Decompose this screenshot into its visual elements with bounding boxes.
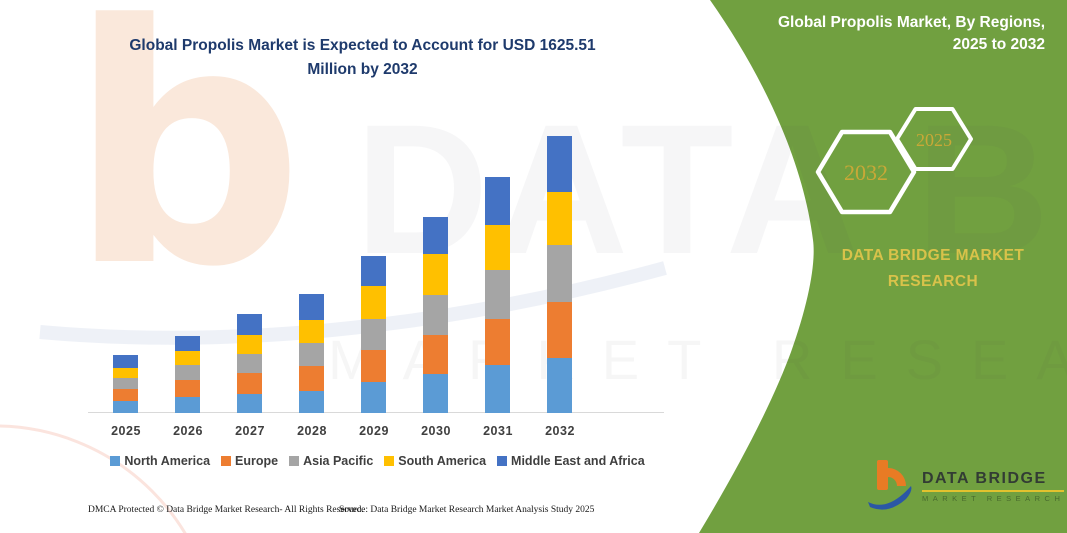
bar-2025 [113, 354, 138, 413]
segment-asia-pacific [485, 269, 510, 320]
segment-middle-east-and-africa [175, 336, 200, 352]
x-axis-label-2028: 2028 [297, 424, 327, 438]
logo-title: DATA BRIDGE [922, 470, 1065, 492]
watermark-text-secondary: MARKET RESEARCH [328, 328, 1067, 391]
segment-middle-east-and-africa [299, 294, 324, 320]
segment-north-america [547, 357, 572, 413]
hexagon-2032-label: 2032 [844, 160, 888, 185]
logo-subtitle: MARKET RESEARCH [922, 494, 1065, 503]
segment-asia-pacific [175, 365, 200, 381]
segment-asia-pacific [237, 354, 262, 374]
chart-legend: North America Europe Asia Pacific South Ame… [80, 454, 675, 468]
bar-2026 [175, 336, 200, 413]
segment-europe [485, 319, 510, 365]
segment-asia-pacific [361, 318, 386, 351]
segment-south-america [299, 319, 324, 343]
legend-label-asia-pacific: Asia Pacific [303, 454, 374, 468]
segment-north-america [175, 396, 200, 413]
chart-title-line2: Million by 2032 [307, 61, 418, 79]
brand-caption-line1: DATA BRIDGE MARKET [841, 247, 1025, 264]
legend-label-south-america: South America [398, 454, 487, 468]
segment-europe [423, 335, 448, 374]
segment-asia-pacific [547, 245, 572, 302]
legend-label-north-america: North America [124, 454, 211, 468]
company-logo: DATA BRIDGE MARKET RESEARCH [866, 460, 1065, 514]
segment-south-america [485, 224, 510, 270]
segment-north-america [113, 401, 138, 413]
segment-middle-east-and-africa [361, 256, 386, 287]
legend-label-europe: Europe [235, 454, 279, 468]
x-axis-label-2025: 2025 [111, 424, 141, 438]
bar-2027 [237, 314, 262, 413]
segment-north-america [485, 364, 510, 413]
bar-2031 [485, 176, 510, 413]
bar-2029 [361, 256, 386, 413]
bar-2032 [547, 136, 572, 413]
segment-south-america [361, 286, 386, 319]
chart-title: Global Propolis Market is Expected to Ac… [95, 34, 630, 82]
segment-europe [299, 366, 324, 392]
x-axis-label-2029: 2029 [359, 424, 389, 438]
segment-middle-east-and-africa [547, 136, 572, 192]
legend-item-asia-pacific: Asia Pacific [289, 454, 373, 468]
footer-dmca-text: DMCA Protected © Data Bridge Market Rese… [88, 505, 364, 515]
legend-swatch-north-america [110, 456, 121, 466]
green-panel [699, 0, 1067, 533]
segment-europe [547, 301, 572, 358]
segment-europe [113, 389, 138, 402]
segment-asia-pacific [299, 342, 324, 367]
segment-middle-east-and-africa [423, 216, 448, 254]
legend-swatch-south-america [384, 456, 395, 466]
panel-heading-line2: 2025 to 2032 [952, 36, 1045, 54]
segment-south-america [423, 253, 448, 296]
legend-item-north-america: North America [110, 454, 210, 468]
segment-north-america [237, 393, 262, 413]
legend-swatch-asia-pacific [289, 456, 300, 466]
chart-title-line1: Global Propolis Market is Expected to Ac… [129, 37, 596, 54]
legend-item-middle-east-and-africa: Middle East and Africa [497, 454, 645, 468]
x-axis-label-2031: 2031 [483, 424, 513, 438]
segment-europe [237, 373, 262, 394]
hexagon-2025-label: 2025 [916, 130, 952, 150]
segment-asia-pacific [423, 295, 448, 336]
legend-label-middle-east-and-africa: Middle East and Africa [511, 454, 645, 468]
hexagon-2025 [895, 107, 973, 171]
segment-north-america [361, 382, 386, 413]
x-axis-label-2027: 2027 [235, 424, 265, 438]
segment-europe [175, 380, 200, 397]
footer-source-text: Source: Data Bridge Market Research Mark… [339, 505, 595, 515]
segment-south-america [237, 335, 262, 355]
x-axis-label-2026: 2026 [173, 424, 203, 438]
x-axis-label-2032: 2032 [545, 424, 575, 438]
segment-middle-east-and-africa [485, 176, 510, 225]
segment-middle-east-and-africa [237, 314, 262, 336]
brand-caption: DATA BRIDGE MARKET RESEARCH [818, 243, 1048, 294]
bar-2030 [423, 216, 448, 413]
segment-south-america [175, 351, 200, 366]
brand-caption-line2: RESEARCH [887, 272, 979, 290]
panel-heading: Global Propolis Market, By Regions, 2025… [715, 12, 1045, 57]
segment-north-america [423, 373, 448, 413]
panel-heading-line1: Global Propolis Market, By Regions, [778, 14, 1045, 31]
watermark-text-primary: DATA BRIDGE [355, 87, 1067, 293]
segment-south-america [113, 368, 138, 379]
legend-swatch-europe [221, 456, 232, 466]
segment-north-america [299, 391, 324, 413]
bar-2028 [299, 294, 324, 413]
watermark-b-logo: b [68, 0, 305, 339]
hexagon-2032 [815, 129, 917, 215]
x-axis-label-2030: 2030 [421, 424, 451, 438]
legend-item-south-america: South America [384, 454, 486, 468]
legend-item-europe: Europe [221, 454, 278, 468]
logo-b-icon [868, 460, 912, 510]
segment-middle-east-and-africa [113, 354, 138, 369]
segment-south-america [547, 191, 572, 246]
segment-asia-pacific [113, 378, 138, 390]
legend-swatch-middle-east-and-africa [497, 456, 508, 466]
segment-europe [361, 350, 386, 382]
